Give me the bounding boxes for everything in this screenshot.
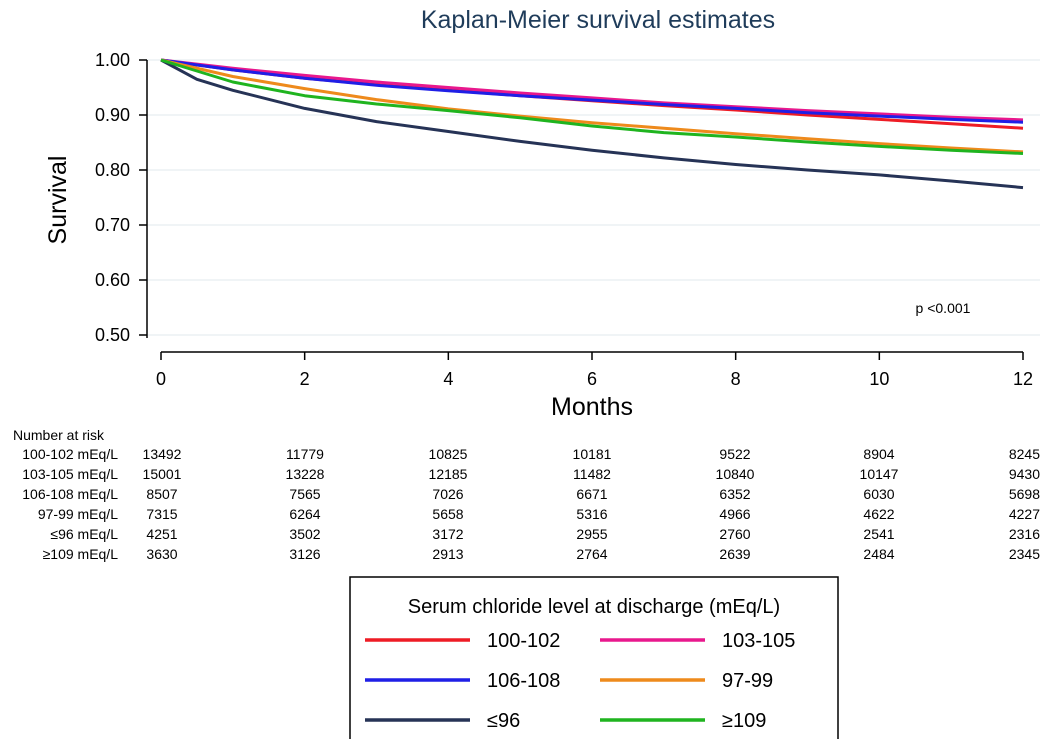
risk-value: 4966: [719, 506, 750, 522]
series-line: [160, 58, 1024, 122]
risk-value: 2345: [1009, 546, 1040, 562]
x-tick-label: 0: [156, 369, 166, 389]
risk-value: 6030: [863, 486, 894, 502]
risk-value: 15001: [143, 466, 182, 482]
x-tick-label: 6: [587, 369, 597, 389]
y-tick-label: 1.00: [95, 50, 130, 70]
risk-value: 10825: [429, 446, 468, 462]
legend-label: 106-108: [487, 670, 560, 692]
y-axis-ticks: 0.50 0.60 0.70 0.80 0.90 1.00: [95, 50, 147, 345]
y-axis-label: Survival: [44, 156, 72, 245]
risk-value: 5698: [1009, 486, 1040, 502]
risk-value: 2955: [576, 526, 607, 542]
risk-value: 9522: [719, 446, 750, 462]
risk-row-label: 100-102 mEq/L: [22, 446, 118, 462]
legend-label: 103-105: [722, 630, 795, 652]
risk-row-label: ≤96 mEq/L: [50, 526, 118, 542]
series-lines: [160, 58, 1024, 190]
x-axis-ticks: 0 2 4 6 8 10 12: [156, 352, 1033, 389]
p-value-annotation: p <0.001: [916, 300, 971, 316]
legend-items: 100-102 103-105 106-108 97-99 ≤96 ≥109: [365, 630, 795, 732]
risk-value: 3172: [432, 526, 463, 542]
series-line: [160, 58, 1024, 124]
legend: Serum chloride level at discharge (mEq/L…: [349, 576, 839, 739]
risk-value: 2639: [719, 546, 750, 562]
risk-row-label: 103-105 mEq/L: [22, 466, 118, 482]
risk-value: 6671: [576, 486, 607, 502]
risk-value: 4251: [146, 526, 177, 542]
risk-value: 8245: [1009, 446, 1040, 462]
risk-value: 2913: [432, 546, 463, 562]
risk-value: 9430: [1009, 466, 1040, 482]
number-at-risk-table: 100-102 mEq/L 13492 11779 10825 10181 9522 890…: [22, 446, 1040, 562]
y-tick-label: 0.80: [95, 160, 130, 180]
x-axis-label: Months: [551, 393, 633, 421]
legend-label: 97-99: [722, 670, 773, 692]
risk-value: 3630: [146, 546, 177, 562]
risk-value: 11482: [573, 466, 611, 482]
legend-label: ≤96: [487, 710, 520, 732]
risk-value: 13228: [286, 466, 325, 482]
risk-value: 5316: [576, 506, 607, 522]
risk-value: 8507: [146, 486, 177, 502]
risk-value: 2541: [863, 526, 894, 542]
x-tick-label: 4: [443, 369, 453, 389]
risk-value: 11779: [286, 446, 324, 462]
risk-value: 7315: [146, 506, 177, 522]
risk-value: 10181: [573, 446, 612, 462]
number-at-risk-label: Number at risk: [13, 427, 105, 443]
risk-value: 8904: [863, 446, 894, 462]
risk-value: 5658: [432, 506, 463, 522]
risk-value: 2484: [863, 546, 894, 562]
chart-title: Kaplan-Meier survival estimates: [421, 6, 775, 34]
risk-value: 2316: [1009, 526, 1040, 542]
risk-value: 7026: [432, 486, 463, 502]
x-tick-label: 10: [869, 369, 889, 389]
x-tick-label: 8: [731, 369, 741, 389]
risk-value: 6264: [289, 506, 320, 522]
series-line: [160, 58, 1024, 190]
risk-value: 3126: [289, 546, 320, 562]
risk-value: 4622: [863, 506, 894, 522]
risk-value: 12185: [429, 466, 468, 482]
x-tick-label: 12: [1013, 369, 1033, 389]
risk-value: 6352: [719, 486, 750, 502]
risk-value: 10147: [860, 466, 899, 482]
legend-label: 100-102: [487, 630, 560, 652]
y-tick-label: 0.50: [95, 325, 130, 345]
risk-row-label: 97-99 mEq/L: [38, 506, 118, 522]
risk-value: 4227: [1009, 506, 1040, 522]
y-tick-label: 0.90: [95, 105, 130, 125]
risk-value: 10840: [716, 466, 755, 482]
risk-value: 13492: [143, 446, 182, 462]
risk-value: 7565: [289, 486, 320, 502]
risk-row-label: 106-108 mEq/L: [22, 486, 118, 502]
grid-lines: [147, 59, 1040, 336]
risk-value: 3502: [289, 526, 320, 542]
legend-title: Serum chloride level at discharge (mEq/L…: [408, 596, 780, 618]
series-line: [160, 58, 1024, 155]
legend-box: [349, 576, 839, 739]
y-tick-label: 0.70: [95, 215, 130, 235]
risk-value: 2764: [576, 546, 607, 562]
x-tick-label: 2: [300, 369, 310, 389]
legend-label: ≥109: [722, 710, 766, 732]
series-line: [160, 58, 1024, 154]
risk-row-label: ≥109 mEq/L: [43, 546, 119, 562]
risk-value: 2760: [719, 526, 750, 542]
y-tick-label: 0.60: [95, 270, 130, 290]
